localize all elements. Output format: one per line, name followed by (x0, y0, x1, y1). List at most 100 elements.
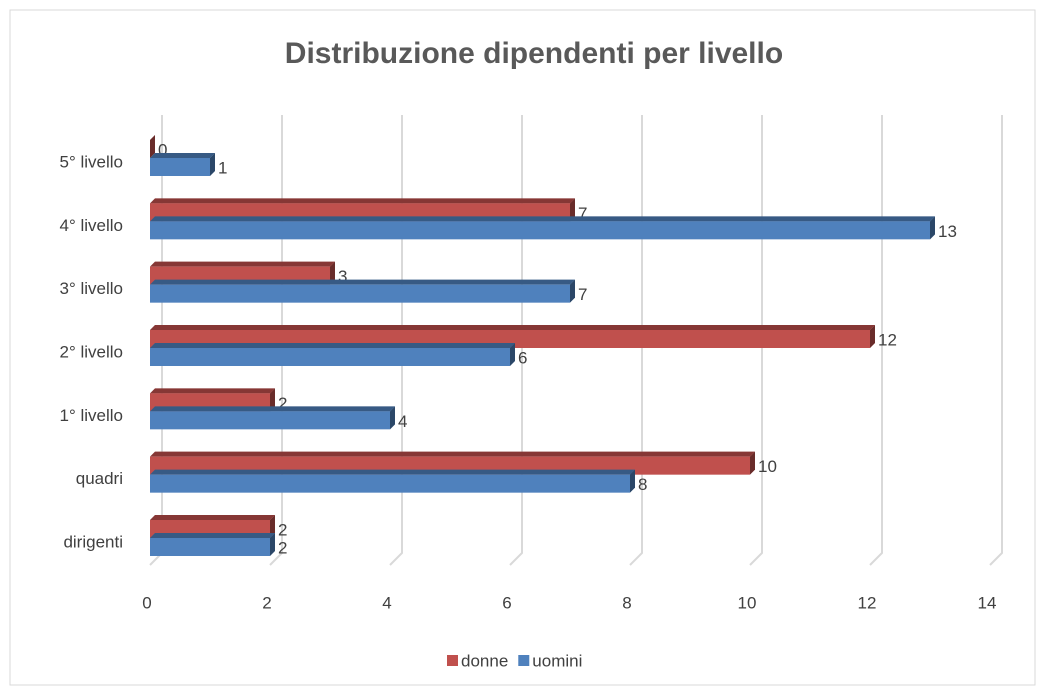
value-label: 6 (518, 348, 527, 367)
bar-top (150, 343, 515, 348)
y-tick-label: 4° livello (60, 216, 124, 235)
legend-label: uomini (532, 651, 582, 670)
bar-top-shade (150, 198, 575, 204)
x-tick-label: 8 (622, 593, 631, 612)
bar-side (270, 388, 275, 412)
value-label: 2 (278, 394, 287, 413)
bar-top (150, 279, 575, 285)
value-label: 4 (398, 412, 407, 431)
bar (150, 474, 630, 493)
y-tick-label: 2° livello (60, 342, 124, 361)
grid-line (749, 115, 763, 566)
chart-title: Distribuzione dipendenti per livello (285, 37, 783, 70)
bar-top-shade (150, 451, 755, 457)
bar (150, 411, 390, 430)
bar-top-shade (150, 216, 935, 222)
grid-line (269, 115, 283, 566)
value-label: 12 (878, 330, 897, 349)
x-tick-label: 10 (738, 593, 757, 612)
bar-side-shade (510, 343, 515, 366)
y-tick-label: dirigenti (63, 532, 123, 551)
legend-label: donne (461, 651, 508, 670)
bar-side-shade (570, 279, 575, 303)
x-tick-label: 12 (858, 593, 877, 612)
value-label: 0 (158, 140, 167, 159)
bar-side (270, 515, 275, 538)
grid-line (509, 115, 523, 566)
bar-side (270, 533, 275, 556)
bar-side-shade (270, 533, 275, 556)
bar-top (150, 261, 335, 267)
bar-side (330, 261, 335, 285)
bar-side-shade (930, 216, 935, 240)
y-tick-label: quadri (76, 469, 123, 488)
bar-side (570, 279, 575, 303)
bar-top (150, 469, 635, 475)
bar-top-shade (150, 533, 275, 538)
value-label: 2 (278, 538, 287, 557)
bar-top (150, 515, 275, 520)
value-label: 8 (638, 475, 647, 494)
x-tick-label: 0 (142, 593, 151, 612)
grid-line (629, 115, 643, 566)
y-tick-label: 3° livello (60, 279, 124, 298)
x-tick-label: 2 (262, 593, 271, 612)
bar-side-shade (150, 135, 155, 158)
bar-side-shade (750, 451, 755, 475)
y-tick-label: 5° livello (60, 152, 124, 171)
bar-side-shade (210, 153, 215, 176)
bar-side-shade (270, 388, 275, 412)
value-label: 3 (338, 267, 347, 286)
bar-top-shade (150, 469, 635, 475)
bar-top (150, 325, 875, 330)
y-tick-label: 1° livello (60, 406, 124, 425)
value-label: 7 (578, 204, 587, 223)
bar (150, 348, 510, 366)
bar-top (150, 153, 215, 158)
bar (150, 221, 930, 240)
value-label: 1 (218, 158, 227, 177)
bar-top-shade (150, 515, 275, 520)
bar-side (750, 451, 755, 475)
bar (150, 538, 270, 556)
legend-swatch (518, 655, 530, 666)
bar-side (390, 406, 395, 430)
bar-top (150, 451, 755, 457)
bar-side (150, 135, 155, 158)
bar-top (150, 198, 575, 204)
bar-top-shade (150, 153, 215, 158)
bar-side-shade (270, 515, 275, 538)
grid-line (989, 115, 1003, 566)
bar (150, 284, 570, 303)
bar-side-shade (870, 325, 875, 348)
value-label: 7 (578, 285, 587, 304)
legend-swatch (447, 655, 458, 666)
bar-top-shade (150, 406, 395, 412)
value-label: 2 (278, 520, 287, 539)
bar-top-shade (150, 261, 335, 267)
bar-side (570, 198, 575, 222)
x-tick-label: 4 (382, 593, 391, 612)
x-tick-label: 14 (978, 593, 997, 612)
bar-top-shade (150, 388, 275, 394)
grid-line (389, 115, 403, 566)
bar-top-shade (150, 279, 575, 285)
bar-top (150, 216, 935, 222)
grid-line (869, 115, 883, 566)
bar-side (210, 153, 215, 176)
bar-top-shade (150, 325, 875, 330)
bar-side-shade (390, 406, 395, 430)
bar-side (630, 469, 635, 493)
bar-top (150, 406, 395, 412)
bar-side (870, 325, 875, 348)
value-label: 10 (758, 457, 777, 476)
bar-side-shade (330, 261, 335, 285)
x-tick-label: 6 (502, 593, 511, 612)
bar-side (930, 216, 935, 240)
bar-side-shade (570, 198, 575, 222)
bar-top (150, 533, 275, 538)
bar (150, 158, 210, 176)
bar-top (150, 388, 275, 394)
bar-side (510, 343, 515, 366)
